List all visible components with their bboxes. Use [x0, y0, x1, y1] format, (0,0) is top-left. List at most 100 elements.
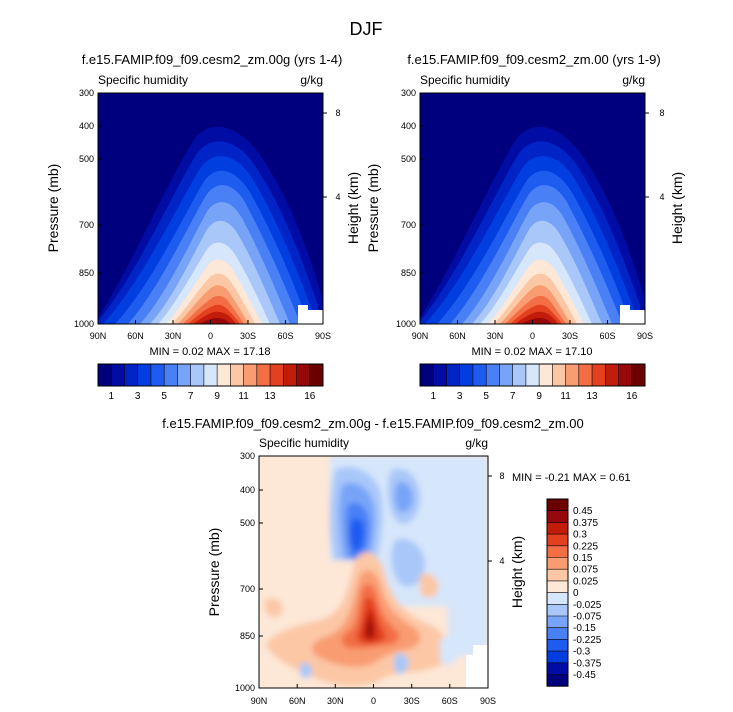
panel-3-colorbar-box	[547, 545, 568, 558]
panel-2-xtick-30n: 30N	[487, 331, 504, 341]
panel-2-stats: MIN = 0.02 MAX = 17.10	[471, 346, 592, 358]
panel-3-colorbar-box	[547, 639, 568, 652]
panel-3-field	[259, 456, 488, 688]
panel-1-colorbar-label: 5	[161, 391, 167, 402]
panel-1-colorbar-box	[270, 364, 284, 386]
panel-2-colorbar-label: 11	[560, 391, 571, 402]
panel-1-colorbar-box	[203, 364, 218, 386]
panel-3-xtick-30n: 30N	[327, 696, 344, 706]
panel-2-xtick-0: 0	[530, 331, 535, 341]
panel-1-colorbar-box	[283, 364, 297, 386]
panel-2-colorbar: 1 3 5 7 9 11 13 16	[419, 363, 646, 402]
panel-2-ytick-400: 400	[401, 121, 416, 131]
panel-3-colorbar-label: 0.025	[573, 576, 598, 587]
figure-title: DJF	[350, 19, 383, 39]
panel-2-colorbar-box	[578, 364, 593, 386]
panel-2-xtick-30s: 30S	[562, 331, 578, 341]
panel-3-rtick-8: 8	[499, 471, 504, 481]
panel-1-rtick-8: 8	[335, 108, 340, 118]
panel-1: f.e15.FAMIP.f09_f09.cesm2_zm.00g (yrs 1-…	[45, 52, 361, 402]
panel-1-colorbar-frame	[97, 363, 324, 387]
panel-2-x-ticks: 90N 60N 30N 0 30S 60S 90S	[412, 320, 653, 341]
panel-3-colorbar-box	[547, 674, 568, 687]
panel-2-variable: Specific humidity	[420, 73, 510, 87]
panel-3-xtick-30s: 30S	[404, 696, 420, 706]
panel-1-xtick-60s: 60S	[277, 331, 293, 341]
panel-3-colorbar-label: -0.025	[573, 600, 602, 611]
panel-1-colorbar-label: 13	[264, 391, 276, 402]
panel-3-colorbar-label: 0.15	[573, 553, 593, 564]
panel-1-stats: MIN = 0.02 MAX = 17.18	[149, 346, 270, 358]
panel-3-colorbar-label: -0.375	[573, 658, 602, 669]
panel-3-colorbar-box	[547, 499, 568, 511]
panel-1-y-ticks: 300 400 500 700 850 1000	[74, 88, 102, 329]
panel-3-colorbar-box	[547, 662, 568, 675]
panel-1-colorbar-label: 9	[214, 391, 220, 402]
panel-1-ytick-1000: 1000	[74, 319, 94, 329]
panel-1-x-ticks: 90N 60N 30N 0 30S 60S 90S	[90, 320, 331, 341]
panel-2-colorbar-label: 5	[483, 391, 489, 402]
panel-2-ytick-1000: 1000	[396, 319, 416, 329]
panel-1-colorbar-box	[177, 364, 191, 386]
panel-3-colorbar-box	[547, 557, 568, 570]
panel-1-ylabel: Pressure (mb)	[45, 164, 61, 253]
panel-1-colorbar-label: 11	[238, 391, 249, 402]
panel-1-colorbar-box	[137, 364, 152, 386]
panel-1-ytick-850: 850	[79, 268, 94, 278]
panel-3-colorbar-box	[547, 534, 568, 547]
panel-3-colorbar-label: 0.45	[573, 506, 593, 517]
panel-2-units: g/kg	[622, 73, 645, 87]
panel-1-ytick-500: 500	[79, 154, 94, 164]
panel-3-colorbar-box	[547, 580, 568, 593]
panel-2-ylabel-right: Height (km)	[669, 172, 685, 244]
panel-3-colorbar-box	[547, 569, 568, 582]
panel-3-colorbar-box	[547, 510, 568, 523]
panel-1-xtick-60n: 60N	[127, 331, 144, 341]
panel-2-colorbar-label: 1	[430, 391, 436, 402]
panel-3-variable: Specific humidity	[259, 436, 349, 450]
panel-3-xtick-60n: 60N	[289, 696, 306, 706]
panel-2-colorbar-frame	[419, 363, 646, 387]
panel-2-colorbar-box	[618, 364, 633, 386]
panel-3-xtick-60s: 60S	[442, 696, 458, 706]
panel-2-colorbar-label: 16	[626, 391, 638, 402]
panel-1-field	[98, 93, 323, 324]
panel-1-units: g/kg	[300, 73, 323, 87]
panel-1-rtick-4: 4	[335, 192, 340, 202]
panel-3-colorbar-box	[547, 651, 568, 664]
panel-2-colorbar-box	[631, 364, 646, 386]
panel-1-colorbar-box	[243, 364, 258, 386]
panel-1-xtick-90n: 90N	[90, 331, 107, 341]
panel-1-colorbar-label: 1	[108, 391, 114, 402]
panel-3-colorbar-box	[547, 604, 568, 617]
panel-3-colorbar-label: 0.375	[573, 518, 598, 529]
panel-1-variable: Specific humidity	[98, 73, 188, 87]
panel-3-colorbar-box	[547, 616, 568, 628]
panel-2-ylabel: Pressure (mb)	[365, 164, 381, 253]
panel-3-colorbar-label: -0.15	[573, 623, 596, 634]
panel-2-colorbar-box	[420, 364, 434, 386]
panel-3-xtick-90s: 90S	[480, 696, 496, 706]
panel-3-colorbar-label: 0.225	[573, 541, 598, 552]
panel-3-x-ticks: 90N 60N 30N 0 30S 60S 90S	[251, 684, 496, 706]
panel-3-right-ticks: 8 4	[488, 471, 505, 566]
panel-2-colorbar-box	[552, 364, 566, 386]
panel-3-stats: MIN = -0.21 MAX = 0.61	[512, 472, 631, 484]
panel-3-xtick-90n: 90N	[251, 696, 268, 706]
panel-2-xtick-60s: 60S	[599, 331, 615, 341]
panel-2-y-ticks: 300 400 500 700 850 1000	[396, 88, 424, 329]
panel-1-colorbar-box	[296, 364, 311, 386]
panel-1-title: f.e15.FAMIP.f09_f09.cesm2_zm.00g (yrs 1-…	[82, 52, 343, 67]
panel-3-ylabel-right: Height (km)	[509, 536, 525, 608]
panel-1-colorbar-box	[150, 364, 165, 386]
panel-2-colorbar-label: 3	[457, 391, 463, 402]
panel-1-ytick-700: 700	[79, 220, 94, 230]
panel-3-ylabel: Pressure (mb)	[206, 528, 222, 617]
panel-2-colorbar-label: 9	[536, 391, 542, 402]
panel-3-colorbar-box	[547, 522, 568, 535]
panel-1-colorbar-box	[309, 364, 324, 386]
panel-3-colorbar-label: 0.3	[573, 530, 587, 541]
panel-2-ytick-850: 850	[401, 268, 416, 278]
panel-2-xtick-60n: 60N	[449, 331, 466, 341]
